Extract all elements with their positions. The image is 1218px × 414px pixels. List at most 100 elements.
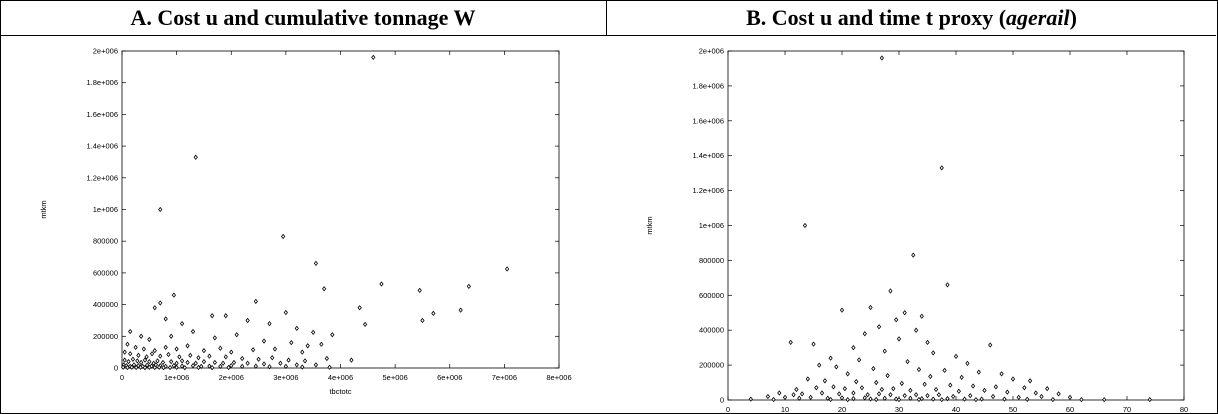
data-point bbox=[808, 394, 813, 401]
data-point bbox=[894, 317, 899, 323]
data-point bbox=[196, 355, 201, 361]
data-point bbox=[379, 281, 384, 287]
data-point bbox=[250, 347, 256, 353]
data-point bbox=[126, 359, 131, 365]
data-point bbox=[948, 382, 953, 388]
data-point bbox=[218, 363, 223, 370]
data-point bbox=[911, 252, 916, 258]
y-tick-label: 0 bbox=[114, 364, 118, 373]
x-tick-label: 1e+006 bbox=[164, 373, 189, 382]
data-point bbox=[982, 387, 987, 394]
data-point bbox=[177, 354, 182, 360]
data-point bbox=[925, 339, 930, 346]
x-tick-label: 50 bbox=[1009, 405, 1017, 412]
x-tick-label: 0 bbox=[726, 405, 730, 412]
data-point bbox=[871, 365, 876, 372]
data-point bbox=[1056, 391, 1061, 397]
data-point bbox=[993, 384, 999, 390]
data-point bbox=[139, 333, 144, 339]
scatter-chart-a: 0 1e+006 2e+006 3e+006 4e+006 5e+006 6e+006 7e+… bbox=[39, 47, 572, 397]
data-point bbox=[174, 360, 179, 366]
x-axis-label: tbctotc bbox=[329, 387, 351, 396]
data-point bbox=[945, 395, 950, 402]
data-point bbox=[313, 362, 319, 368]
data-point bbox=[223, 354, 228, 360]
data-point bbox=[253, 363, 258, 369]
data-point bbox=[851, 390, 856, 396]
data-point bbox=[267, 320, 272, 327]
data-point bbox=[185, 343, 190, 349]
data-point bbox=[913, 392, 919, 398]
data-point bbox=[261, 361, 267, 367]
data-point bbox=[207, 363, 212, 369]
y-tick-label: 2e+006 bbox=[699, 47, 724, 56]
data-point bbox=[147, 359, 152, 365]
data-point bbox=[799, 391, 805, 397]
data-point bbox=[859, 385, 865, 391]
data-point bbox=[962, 396, 967, 402]
data-point bbox=[865, 392, 870, 398]
data-point bbox=[899, 380, 904, 387]
data-point bbox=[822, 378, 828, 384]
data-point bbox=[1039, 393, 1044, 400]
data-point bbox=[256, 356, 261, 362]
data-point bbox=[939, 397, 944, 403]
data-point bbox=[163, 363, 168, 370]
data-point bbox=[868, 304, 873, 311]
data-point bbox=[802, 222, 808, 229]
data-point bbox=[879, 55, 885, 61]
data-point bbox=[210, 365, 215, 371]
data-point bbox=[1033, 390, 1038, 396]
data-point bbox=[300, 364, 305, 370]
data-point bbox=[905, 358, 910, 365]
y-tick-label: 800000 bbox=[699, 256, 724, 265]
data-point bbox=[188, 352, 193, 358]
data-point bbox=[1067, 394, 1073, 401]
data-point bbox=[970, 383, 976, 389]
data-point bbox=[888, 392, 893, 398]
data-point bbox=[990, 393, 996, 400]
x-tick-label: 8e+006 bbox=[546, 373, 571, 382]
data-point bbox=[973, 397, 979, 403]
data-point bbox=[965, 360, 970, 366]
data-point bbox=[931, 396, 936, 402]
data-point bbox=[811, 341, 816, 347]
data-point bbox=[888, 288, 893, 294]
y-tick-label: 1e+006 bbox=[699, 221, 724, 230]
data-point bbox=[431, 310, 436, 316]
x-tick-label: 80 bbox=[1180, 405, 1188, 412]
data-point bbox=[245, 360, 250, 366]
data-point bbox=[199, 363, 204, 370]
data-point bbox=[169, 333, 174, 339]
data-point bbox=[504, 266, 510, 272]
data-point bbox=[951, 393, 956, 400]
data-point bbox=[166, 351, 171, 358]
data-point bbox=[294, 362, 299, 368]
data-point bbox=[959, 374, 964, 380]
data-point bbox=[174, 364, 179, 371]
data-point bbox=[896, 336, 902, 342]
data-point bbox=[868, 396, 873, 402]
data-point bbox=[270, 355, 275, 361]
data-point bbox=[253, 298, 258, 305]
data-point bbox=[330, 332, 335, 338]
data-point bbox=[939, 165, 944, 171]
data-point bbox=[163, 316, 168, 322]
data-point bbox=[845, 371, 850, 377]
data-point bbox=[142, 365, 148, 371]
data-point bbox=[814, 385, 819, 391]
data-point bbox=[261, 338, 267, 344]
data-point bbox=[979, 396, 984, 402]
data-point bbox=[322, 286, 327, 292]
data-point bbox=[976, 369, 981, 375]
data-point bbox=[794, 386, 799, 393]
data-point bbox=[174, 346, 179, 352]
data-point bbox=[128, 351, 133, 357]
data-point bbox=[167, 364, 173, 371]
data-point bbox=[240, 355, 245, 362]
data-point bbox=[953, 353, 959, 360]
data-point bbox=[190, 362, 196, 369]
data-point bbox=[851, 345, 856, 351]
data-point bbox=[161, 365, 166, 371]
data-point bbox=[134, 364, 139, 371]
